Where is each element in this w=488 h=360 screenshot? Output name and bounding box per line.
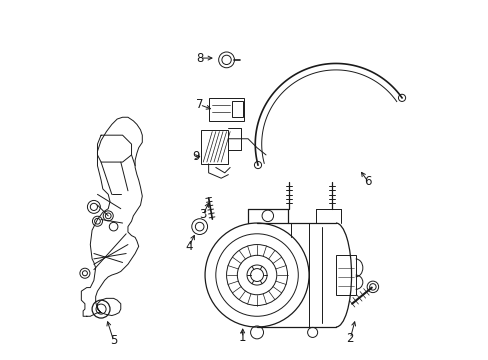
Text: 8: 8 — [196, 51, 203, 64]
Text: 5: 5 — [110, 334, 117, 347]
Bar — [208, 98, 244, 121]
Text: 2: 2 — [346, 332, 353, 345]
Text: 3: 3 — [199, 208, 206, 221]
Text: 6: 6 — [364, 175, 371, 188]
Text: 1: 1 — [239, 331, 246, 344]
Text: 9: 9 — [192, 150, 200, 163]
Bar — [335, 255, 355, 295]
Text: 7: 7 — [196, 98, 203, 111]
Text: 4: 4 — [185, 240, 192, 253]
Bar — [201, 130, 228, 164]
Bar — [231, 101, 242, 117]
